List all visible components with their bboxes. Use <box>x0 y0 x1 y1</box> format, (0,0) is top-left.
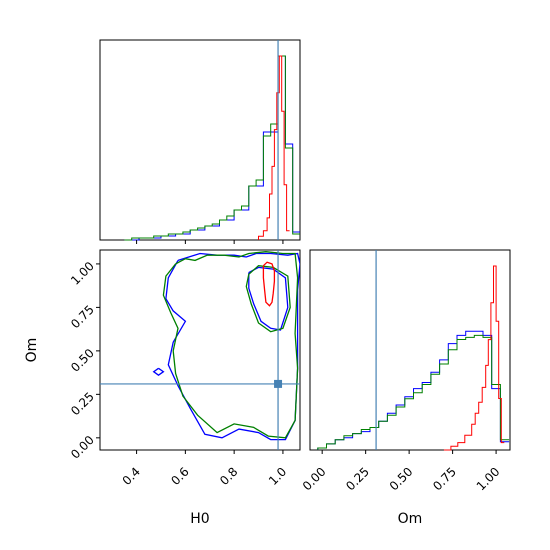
om-y-tick-label: 0.00 <box>68 433 97 462</box>
contour-green-0 <box>162 251 299 439</box>
joint-contours <box>100 250 300 450</box>
om-x-tick-label: 0.50 <box>387 465 416 494</box>
om-x-tick-label: 0.25 <box>343 465 372 494</box>
om-hist-green <box>317 334 510 450</box>
contour-blue-1 <box>165 252 300 441</box>
panel-h0-marginal <box>99 39 301 241</box>
om-hist-blue <box>317 330 510 450</box>
h0-hist-red <box>258 55 290 240</box>
om-y-tick-label: 0.25 <box>68 389 97 418</box>
om-y-tick-label: 0.50 <box>68 346 97 375</box>
contour-blue-0 <box>152 367 165 377</box>
joint-truth-marker <box>274 379 283 388</box>
om-hist-red <box>443 265 505 451</box>
panel-joint <box>99 249 301 451</box>
h0-tick-label: 1.0 <box>266 465 289 488</box>
om-x-tick-label: 1.00 <box>474 465 503 494</box>
om-x-tick-label: 0.75 <box>430 465 459 494</box>
x-axis-title-om: Om <box>398 511 423 527</box>
om-histograms <box>317 250 510 451</box>
h0-hist-green <box>124 55 300 241</box>
om-y-tick-label: 1.00 <box>68 259 97 288</box>
om-y-tick-label: 0.75 <box>68 302 97 331</box>
x-axis-title-h0: H0 <box>190 511 209 527</box>
h0-tick-label: 0.6 <box>168 465 191 488</box>
h0-tick-label: 0.4 <box>120 465 143 488</box>
contour-red-0 <box>262 261 276 307</box>
contour-green-1 <box>245 265 291 333</box>
h0-tick-label: 0.8 <box>217 465 240 488</box>
contour-blue-2 <box>248 266 289 331</box>
panel-om-marginal <box>309 249 511 451</box>
y-axis-title-om: Om <box>24 338 40 363</box>
h0-histograms <box>124 40 300 241</box>
h0-hist-blue <box>124 55 300 241</box>
om-x-tick-label: 0.00 <box>300 465 329 494</box>
